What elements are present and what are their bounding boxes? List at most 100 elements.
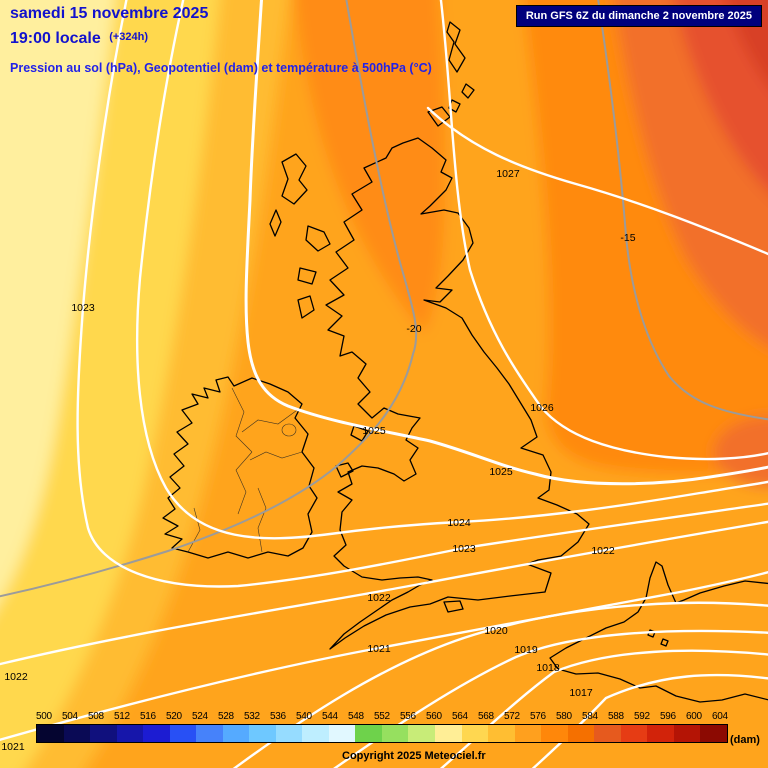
colorbar-tick: 504 [62,711,78,722]
colorbar-tick: 564 [452,711,468,722]
colorbar-tick: 556 [400,711,416,722]
isobar-1023 [76,0,768,588]
colorbar-tick: 536 [270,711,286,722]
colorbar-tick: 588 [608,711,624,722]
colorbar-tick: 500 [36,711,52,722]
colorbar-tick: 600 [686,711,702,722]
colorbar-cell [249,725,276,742]
map-value-label: -20 [406,323,421,335]
colorbar-cell [381,725,409,742]
colorbar-cell [461,725,489,742]
colorbar-tick: 576 [530,711,546,722]
colorbar-cell [355,725,382,742]
colorbar-cell [302,725,329,742]
isobar-1017 [531,673,768,768]
colorbar-cell [196,725,223,742]
colorbar-cell [169,725,197,742]
colorbar: 500 504 508 512 516 520 524 528 532 536 540 544 548 5… [36,711,728,743]
colorbar-cell [514,725,542,742]
colorbar-tick: 584 [582,711,598,722]
map-value-label: 1018 [536,662,560,674]
colorbar-cell [63,725,91,742]
time-label: 19:00 locale [10,30,101,47]
copyright-label: Copyright 2025 Meteociel.fr [342,750,486,762]
coast-great-britain [325,137,590,650]
colorbar-tick: 528 [218,711,234,722]
map-value-label: 1019 [514,644,538,656]
colorbar-tick: 560 [426,711,442,722]
colorbar-cell [541,725,568,742]
colorbar-tick: 552 [374,711,390,722]
band-pale-yellow-west [0,0,116,602]
map-value-label: 1022 [591,545,615,557]
colorbar-tick: 592 [634,711,650,722]
temp-contour-minus20 [0,0,418,598]
map-value-label: -15 [620,232,635,244]
map-value-label: 1022 [4,671,28,683]
coast-france [549,561,768,703]
isobar-1024 [135,0,768,540]
colorbar-tick: 548 [348,711,364,722]
colorbar-cell [222,725,250,742]
colorbar-cell [90,725,117,742]
map-value-label: 1025 [489,466,513,478]
map-value-label: 1026 [530,402,554,414]
colorbar-tick: 604 [712,711,728,722]
temperature-contours [0,0,768,598]
date-label: samedi 15 novembre 2025 [10,5,209,22]
lough-neagh [281,423,297,437]
colorbar-cell [594,725,621,742]
header: samedi 15 novembre 2025 19:00 locale (+3… [10,6,432,75]
map-value-label: 1021 [367,643,391,655]
colorbar-cell [434,725,462,742]
temp-contour-minus15 [597,0,768,421]
map-value-label: 1022 [367,592,391,604]
colorbar-tick: 516 [140,711,156,722]
run-info-box: Run GFS 6Z du dimanche 2 novembre 2025 [515,5,762,27]
colorbar-cell [567,725,595,742]
colorbar-tick: 532 [244,711,260,722]
colorbar-tick: 568 [478,711,494,722]
colorbar-tick: 596 [660,711,676,722]
colorbar-cell [275,725,303,742]
colorbar-tick: 520 [166,711,182,722]
colorbar-cell [488,725,515,742]
colorbar-cell [620,725,648,742]
isobar-1020 [232,601,768,768]
map-value-labels: 1023 1027 -15 -20 1026 1025 1025 1024 1023 1022 10… [1,168,635,753]
colorbar-cell [143,725,170,742]
colorbar-cell [37,725,64,742]
colorbar-tick: 540 [296,711,312,722]
forecast-offset-label: (+324h) [109,31,149,43]
colorbar-ticks: 500 504 508 512 516 520 524 528 532 536 540 544 548 5… [36,711,728,722]
map-value-label: 1021 [1,741,25,753]
isobar-1022 [0,520,768,666]
colorbar-tick: 580 [556,711,572,722]
map-value-label: 1024 [447,517,471,529]
colorbar-cell [328,725,356,742]
map-value-label: 1023 [452,543,476,555]
colorbar-tick: 572 [504,711,520,722]
colorbar-tick: 512 [114,711,130,722]
colorbar-tick: 544 [322,711,338,722]
colorbar-cell [647,725,674,742]
colorbar-bar [36,724,728,743]
map-value-label: 1023 [71,302,95,314]
band-red-corner [673,0,768,191]
colorbar-cell [673,725,701,742]
colorbar-unit-label: (dam) [730,734,760,746]
ireland-internal-borders [187,387,303,553]
isobar-1021 [0,571,768,741]
colorbar-tick: 524 [192,711,208,722]
map-value-label: 1027 [496,168,520,180]
colorbar-tick: 508 [88,711,104,722]
map-value-label: 1017 [569,687,593,699]
isobar-1025 [244,0,768,486]
band-dark-tongue-north [294,0,446,334]
isobar-1026 [439,0,768,461]
map-value-label: 1025 [362,425,386,437]
